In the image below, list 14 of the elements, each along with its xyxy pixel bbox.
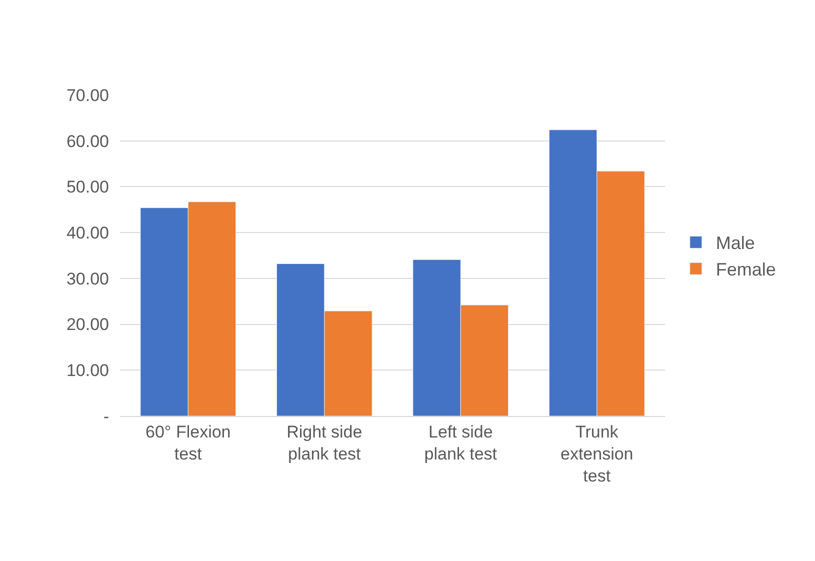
x-tick-label: Left side plank test (424, 422, 498, 464)
y-tick-label: 30.00 (66, 269, 109, 288)
legend-label: Male (716, 233, 755, 254)
y-tick-label: - (103, 406, 109, 426)
y-tick-label: 50.00 (66, 178, 109, 197)
x-tick-label: Right side plank test (286, 422, 362, 464)
y-tick-label: 40.00 (66, 224, 109, 243)
x-tick-label: Trunk extension test (560, 422, 634, 486)
y-tick-label: 10.00 (66, 361, 109, 380)
y-tick-label: 60.00 (66, 132, 109, 151)
legend-label: Female (716, 260, 776, 280)
y-tick-label: 20.00 (66, 315, 109, 334)
x-tick-label: 60° Flexion test (146, 422, 231, 464)
y-tick-label: 70.00 (66, 86, 109, 105)
